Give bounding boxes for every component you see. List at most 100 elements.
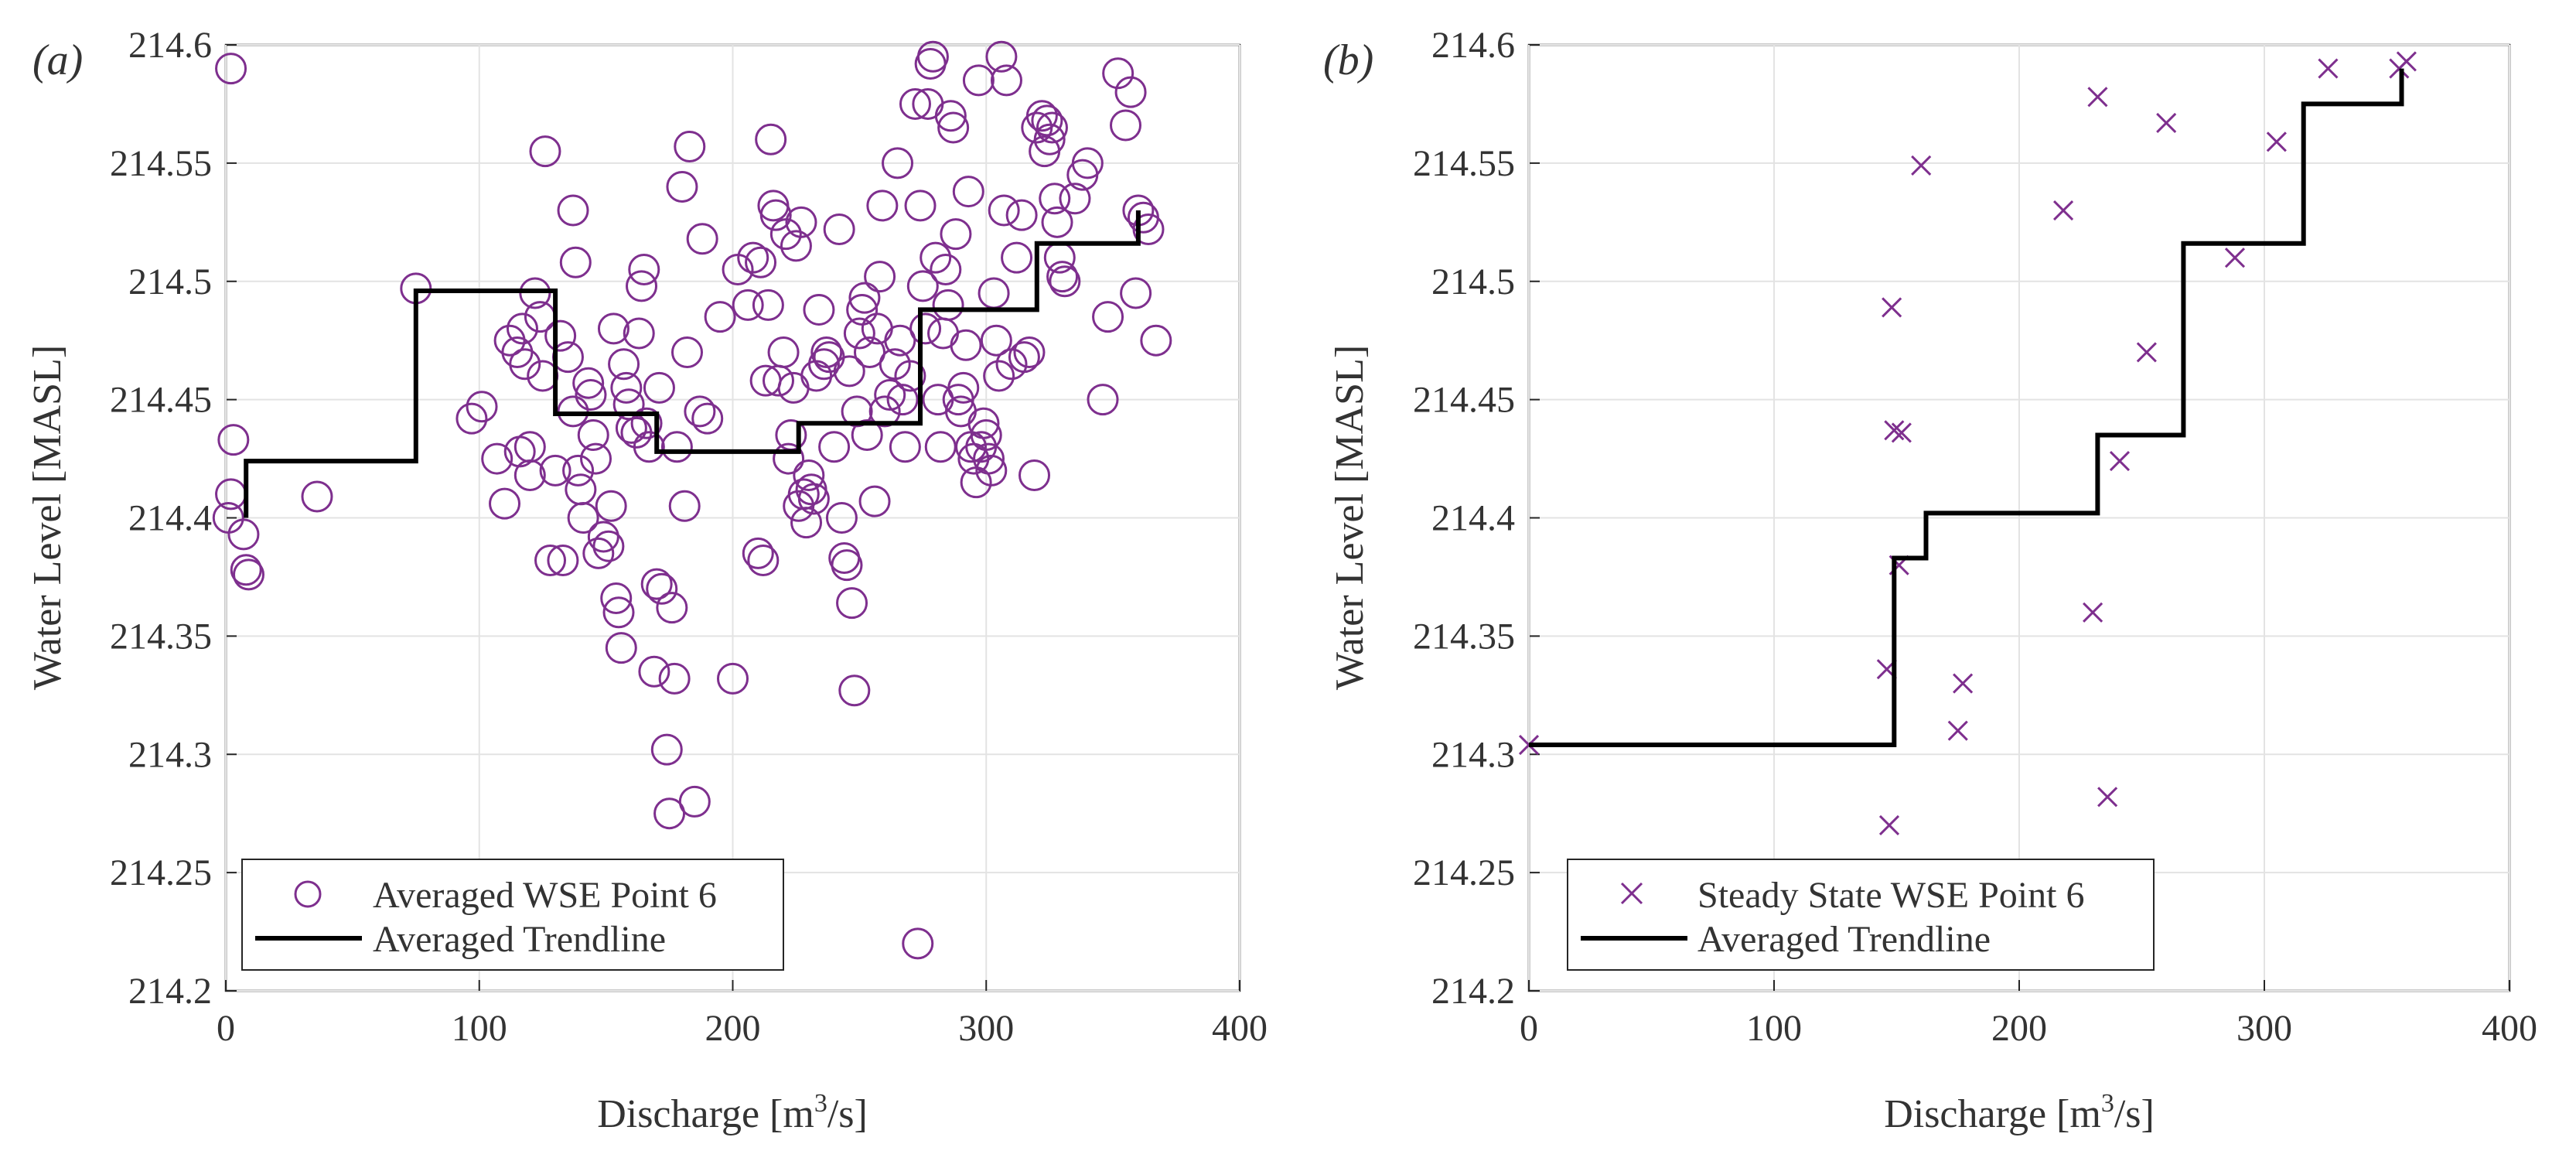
y-tick-label: 214.2 <box>128 971 212 1012</box>
scatter-point <box>1132 213 1165 245</box>
scatter-point <box>643 371 675 404</box>
panel-b-y-tick-labels: 214.2 214.25 214.3 214.35 214.4 214.45 214.5 21… <box>1413 25 1515 1012</box>
scatter-point <box>988 194 1020 227</box>
scatter-point <box>633 431 665 463</box>
panel-a-legend: Averaged WSE Point 6 Averaged Trendline <box>241 859 784 971</box>
scatter-point <box>833 355 865 388</box>
scatter-point <box>752 289 784 321</box>
scatter-point <box>557 395 589 428</box>
scatter-point <box>1882 297 1902 318</box>
x-tick-label: 400 <box>2482 1008 2537 1049</box>
scatter-point <box>2087 87 2108 108</box>
scatter-point <box>628 253 660 285</box>
y-tick-label: 214.5 <box>1431 261 1515 302</box>
scatter-point <box>1878 814 1900 836</box>
y-tick-label: 214.25 <box>110 852 212 893</box>
panel-b-legend-x-marker <box>1620 882 1643 905</box>
scatter-point <box>747 545 780 577</box>
scatter-point <box>831 549 863 582</box>
scatter-point <box>841 395 873 428</box>
scatter-point <box>2097 787 2118 808</box>
scatter-point <box>952 176 984 208</box>
scatter-point <box>793 459 825 491</box>
scatter-point <box>630 407 663 439</box>
scatter-point <box>853 336 885 368</box>
y-tick-label: 214.5 <box>128 261 212 302</box>
scatter-point <box>2266 131 2287 152</box>
scatter-point <box>575 379 607 411</box>
scatter-point <box>759 199 792 231</box>
scatter-point <box>1140 324 1172 357</box>
panel-a-y-tick-labels: 214.2 214.25 214.3 214.35 214.4 214.45 214.5 21… <box>110 25 212 1012</box>
scatter-point <box>638 655 670 688</box>
y-tick-label: 214.4 <box>128 498 212 539</box>
scatter-point <box>1911 155 1932 176</box>
panel-b-x-axis-label-main: Discharge [m <box>1884 1092 2101 1136</box>
y-tick-label: 214.4 <box>1431 498 1515 539</box>
panel-b-y-axis-label: Water Level [MASL] <box>1328 345 1372 690</box>
scatter-point <box>582 537 615 569</box>
scatter-point <box>2224 248 2246 268</box>
scatter-point <box>990 64 1022 97</box>
panel-a-legend-circle-marker <box>294 880 322 908</box>
scatter-point <box>610 371 643 404</box>
panel-b-x-axis-label-end: /s] <box>2114 1092 2155 1136</box>
scatter-point <box>1031 104 1063 137</box>
scatter-point <box>1001 241 1033 274</box>
scatter-point <box>646 572 678 605</box>
scatter-point <box>668 490 701 522</box>
scatter-point <box>2109 451 2131 472</box>
scatter-point <box>567 502 599 534</box>
scatter-point <box>529 135 561 168</box>
scatter-point <box>580 442 612 475</box>
scatter-point <box>539 454 571 487</box>
scatter-point <box>902 927 934 960</box>
panel-a-x-axis-label: Discharge [m3/s] <box>597 1089 868 1136</box>
y-tick-label: 214.3 <box>128 734 212 775</box>
scatter-point <box>513 459 546 491</box>
scatter-point <box>227 518 260 551</box>
scatter-point <box>660 431 693 463</box>
scatter-point <box>899 87 931 120</box>
scatter-point <box>767 336 800 368</box>
scatter-point <box>1018 459 1051 491</box>
x-tick-label: 300 <box>958 1008 1014 1049</box>
panel-a-trendline <box>244 210 1141 518</box>
scatter-point <box>932 289 964 321</box>
panel-a-y-axis-label: Water Level [MASL] <box>26 345 70 690</box>
panel-b-x-axis-label-superscript: 3 <box>2101 1089 2114 1118</box>
scatter-point <box>600 582 633 614</box>
scatter-point <box>674 130 706 162</box>
scatter-point <box>1039 183 1071 215</box>
scatter-point <box>930 253 962 285</box>
scatter-point <box>864 261 896 293</box>
panel-a-scatter-points <box>212 40 1172 960</box>
scatter-point <box>843 317 875 350</box>
scatter-point <box>466 391 498 423</box>
scatter-point <box>874 379 906 411</box>
x-tick-label: 300 <box>2237 1008 2292 1049</box>
scatter-point <box>626 270 658 302</box>
scatter-point <box>983 360 1015 392</box>
scatter-point <box>848 282 881 314</box>
x-tick-label: 200 <box>705 1008 761 1049</box>
scatter-point <box>684 395 716 428</box>
scatter-point <box>920 241 952 274</box>
scatter-point <box>301 480 333 513</box>
scatter-point <box>950 329 982 361</box>
scatter-point <box>650 733 683 766</box>
scatter-point <box>1025 100 1058 132</box>
scatter-point <box>973 442 1005 475</box>
y-tick-label: 214.55 <box>1413 143 1515 184</box>
scatter-point <box>595 490 627 522</box>
x-tick-label: 0 <box>1520 1008 1538 1049</box>
panel-b-legend: Steady State WSE Point 6 Averaged Trendl… <box>1567 859 2155 971</box>
scatter-point <box>678 785 711 818</box>
panel-a-x-axis-label-superscript: 3 <box>814 1089 827 1118</box>
scatter-point <box>519 277 551 309</box>
scatter-point <box>602 596 635 629</box>
y-tick-label: 214.6 <box>128 25 212 66</box>
scatter-point <box>803 293 835 326</box>
